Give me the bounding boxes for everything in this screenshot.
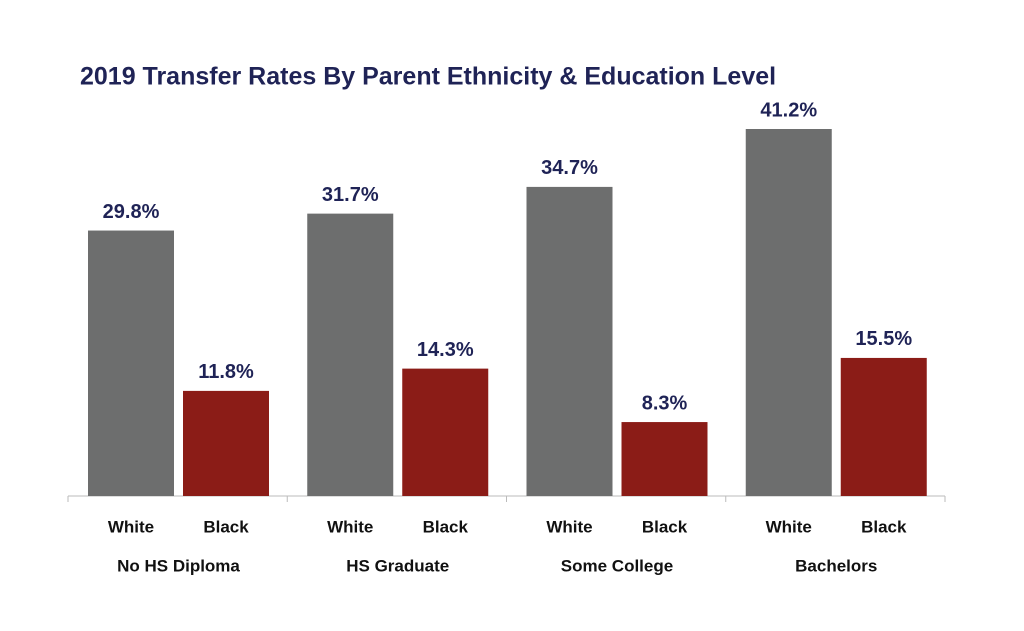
value-label: 15.5% <box>855 328 912 350</box>
bar <box>621 422 708 496</box>
value-label: 8.3% <box>642 392 688 414</box>
bar <box>745 129 832 496</box>
value-label: 34.7% <box>541 157 598 179</box>
bar <box>183 390 269 496</box>
series-label: White <box>327 517 373 536</box>
bar <box>88 230 174 497</box>
value-label: 11.8% <box>198 361 254 383</box>
category-label: Some College <box>561 556 673 575</box>
bar <box>402 368 489 496</box>
category-label: Bachelors <box>795 556 877 575</box>
category-label: No HS Diploma <box>117 556 240 575</box>
series-label: White <box>108 517 154 536</box>
bar <box>840 357 927 496</box>
value-label: 31.7% <box>322 184 379 206</box>
series-label: White <box>766 517 812 536</box>
chart-title: 2019 Transfer Rates By Parent Ethnicity … <box>80 63 776 91</box>
series-label: Black <box>861 517 907 536</box>
series-label: Black <box>203 517 249 536</box>
value-label: 29.8% <box>103 201 160 223</box>
series-label: Black <box>423 517 469 536</box>
value-label: 41.2% <box>760 99 817 121</box>
bar <box>526 186 613 496</box>
series-label: White <box>546 517 592 536</box>
value-label: 14.3% <box>417 339 474 361</box>
bar <box>307 213 394 496</box>
category-label: HS Graduate <box>346 556 449 575</box>
series-label: Black <box>642 517 688 536</box>
